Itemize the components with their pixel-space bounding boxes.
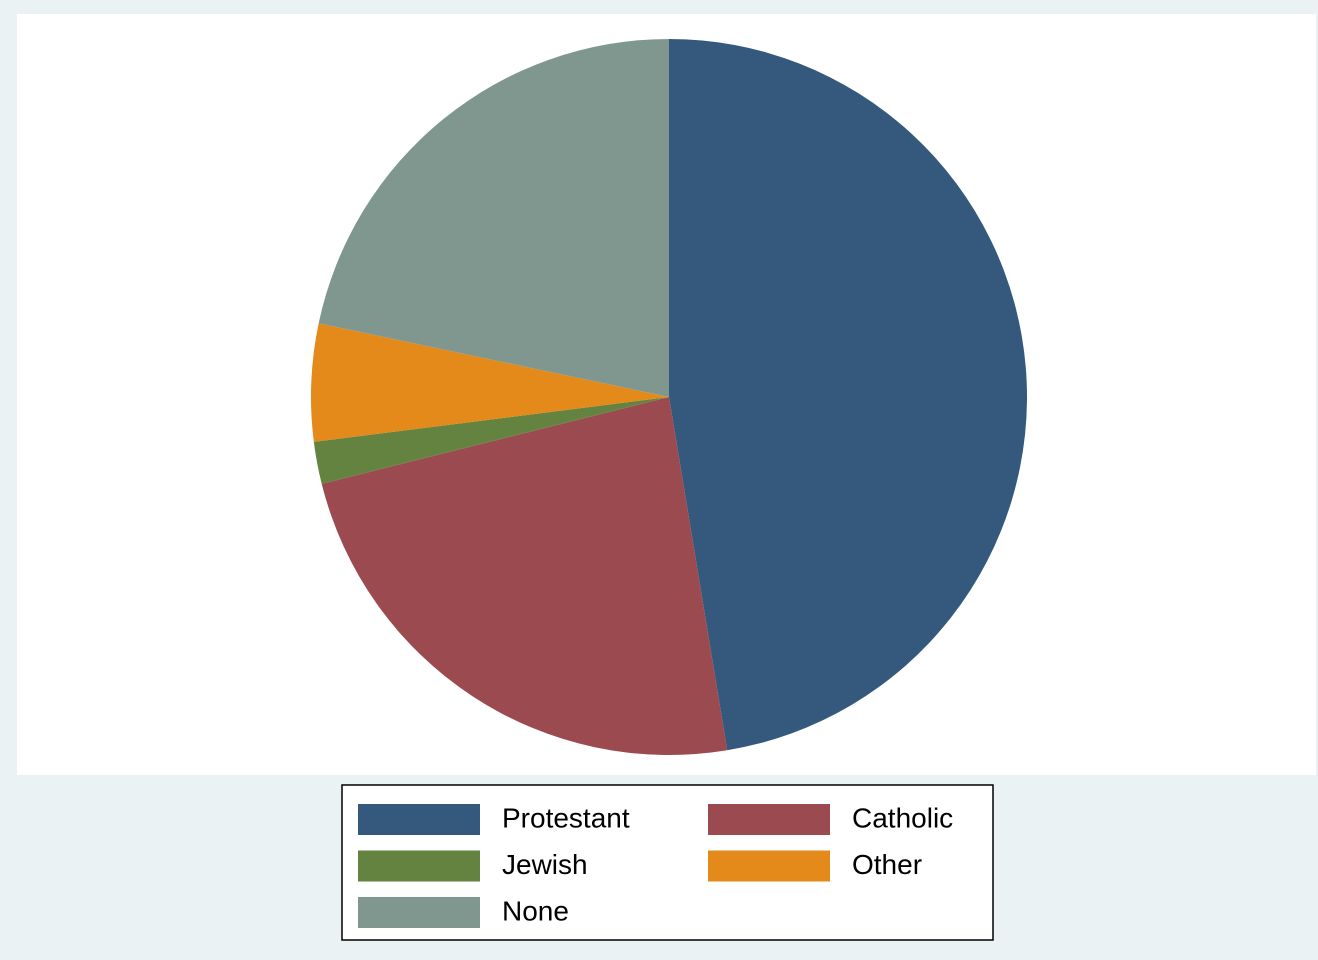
legend-label: Jewish: [502, 849, 588, 880]
legend-swatch: [358, 804, 480, 835]
legend-label: None: [502, 895, 569, 926]
legend-swatch: [708, 804, 830, 835]
pie-slice: [311, 323, 669, 442]
pie-slice: [669, 39, 1027, 751]
legend-label: Catholic: [852, 802, 953, 833]
legend-swatch: [358, 897, 480, 928]
pie-slice: [321, 397, 728, 756]
pie-slice: [318, 39, 669, 397]
pie-slice: [313, 397, 669, 484]
legend-swatch: [358, 850, 480, 882]
legend-swatch: [708, 850, 830, 882]
legend-label: Protestant: [502, 802, 630, 833]
legend-label: Other: [852, 849, 922, 880]
